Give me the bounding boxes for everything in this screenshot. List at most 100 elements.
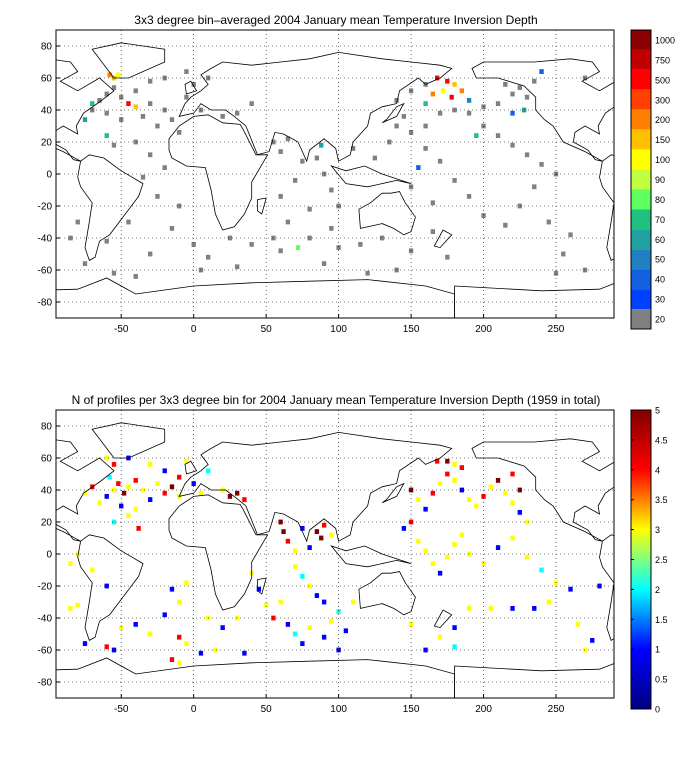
bin-cell (517, 487, 522, 493)
colorbar-label: 40 (655, 275, 665, 285)
bin-cell (177, 203, 182, 209)
bin-cell (524, 554, 530, 560)
bin-cell (452, 542, 457, 547)
colorbar-label: 150 (655, 135, 670, 145)
bin-cell (148, 101, 153, 106)
bin-cell (82, 490, 88, 496)
bin-cell (148, 631, 153, 637)
x-tick-label: 0 (191, 704, 197, 715)
bin-cell (510, 606, 515, 611)
bin-cell (314, 593, 320, 598)
bin-cell (437, 481, 443, 486)
bin-cell (466, 551, 472, 557)
bin-cell (292, 564, 298, 570)
colorbar-label: 1000 (655, 35, 675, 45)
bin-cell (329, 187, 334, 193)
bin-cell (119, 117, 124, 122)
bin-cell (116, 481, 121, 486)
bin-cell (271, 139, 276, 145)
bin-cell (435, 458, 440, 464)
bin-cell (430, 229, 436, 234)
bin-cell (126, 484, 131, 490)
bin-cell (126, 219, 131, 225)
y-tick-label: -60 (38, 266, 53, 277)
bin-cell (532, 606, 537, 611)
y-tick-label: 20 (41, 518, 53, 529)
bin-cell (140, 174, 146, 180)
bin-cell (177, 130, 182, 135)
bin-cell (104, 583, 109, 589)
bin-cell (524, 152, 530, 158)
bin-cell (140, 487, 146, 493)
colorbar-label: 500 (655, 75, 670, 85)
coastline (184, 80, 198, 95)
bin-cell (162, 490, 167, 496)
colorbar-swatch (631, 149, 651, 170)
y-tick-label: 40 (41, 106, 53, 117)
bin-cell (292, 631, 298, 637)
bin-cell (503, 82, 508, 87)
bin-cell (488, 606, 493, 611)
colorbar-gradient (631, 410, 651, 709)
bin-cell (220, 114, 225, 119)
y-tick-label: 80 (41, 42, 53, 53)
bin-cell (111, 519, 117, 525)
bin-cell (307, 583, 312, 589)
bin-cell (184, 580, 189, 586)
colorbar-label: 30 (655, 295, 665, 305)
bin-cell (379, 235, 385, 241)
coastline (471, 58, 614, 162)
bin-cell (234, 264, 240, 270)
colorbar-label: 50 (655, 255, 665, 265)
y-tick-label: -40 (38, 234, 53, 245)
bin-cell (206, 254, 211, 260)
bin-cell (119, 625, 124, 630)
bin-cell (82, 117, 88, 122)
bin-cell (184, 94, 189, 100)
bin-cell (430, 200, 436, 206)
bin-cell (329, 226, 334, 231)
bin-cell (242, 497, 247, 502)
bin-cell (452, 644, 457, 650)
y-tick-label: -60 (38, 646, 53, 657)
bin-cell (329, 532, 334, 538)
coastline (168, 494, 269, 611)
bin-cell (510, 535, 515, 541)
bin-cell (104, 91, 109, 97)
colorbar-swatch (631, 209, 651, 230)
bin-cell (177, 634, 182, 640)
bin-cell (191, 481, 196, 486)
colorbar-label: 20 (655, 315, 665, 325)
bin-cell (474, 503, 479, 509)
bin-cell (82, 261, 88, 266)
bin-cell (394, 98, 399, 103)
bin-cell (234, 490, 240, 496)
bin-cell (281, 529, 286, 534)
bin-cell (452, 625, 457, 630)
bin-cell (198, 650, 204, 656)
bin-cell (394, 123, 399, 129)
bin-cell (445, 78, 450, 84)
colorbar-label: 100 (655, 155, 670, 165)
coastline (358, 571, 416, 616)
bin-cell (82, 641, 88, 646)
bin-cell (116, 72, 121, 78)
bin-cell (104, 455, 109, 461)
bin-cell (300, 574, 305, 579)
x-tick-label: 50 (261, 324, 273, 335)
bin-cell (227, 235, 233, 241)
coastline (77, 534, 144, 641)
bin-cell (292, 178, 298, 183)
x-tick-label: 250 (548, 324, 565, 335)
bin-cell (452, 178, 457, 183)
bin-cell (416, 165, 421, 170)
bin-cell (423, 548, 428, 554)
bin-cell (169, 484, 175, 490)
bin-cell (510, 142, 515, 148)
bin-cell (319, 142, 324, 148)
bin-cell (234, 110, 240, 116)
bin-cell (358, 242, 363, 247)
colorbar-label: 2 (655, 585, 660, 595)
bin-cell (198, 490, 204, 496)
bin-cell (285, 219, 291, 225)
